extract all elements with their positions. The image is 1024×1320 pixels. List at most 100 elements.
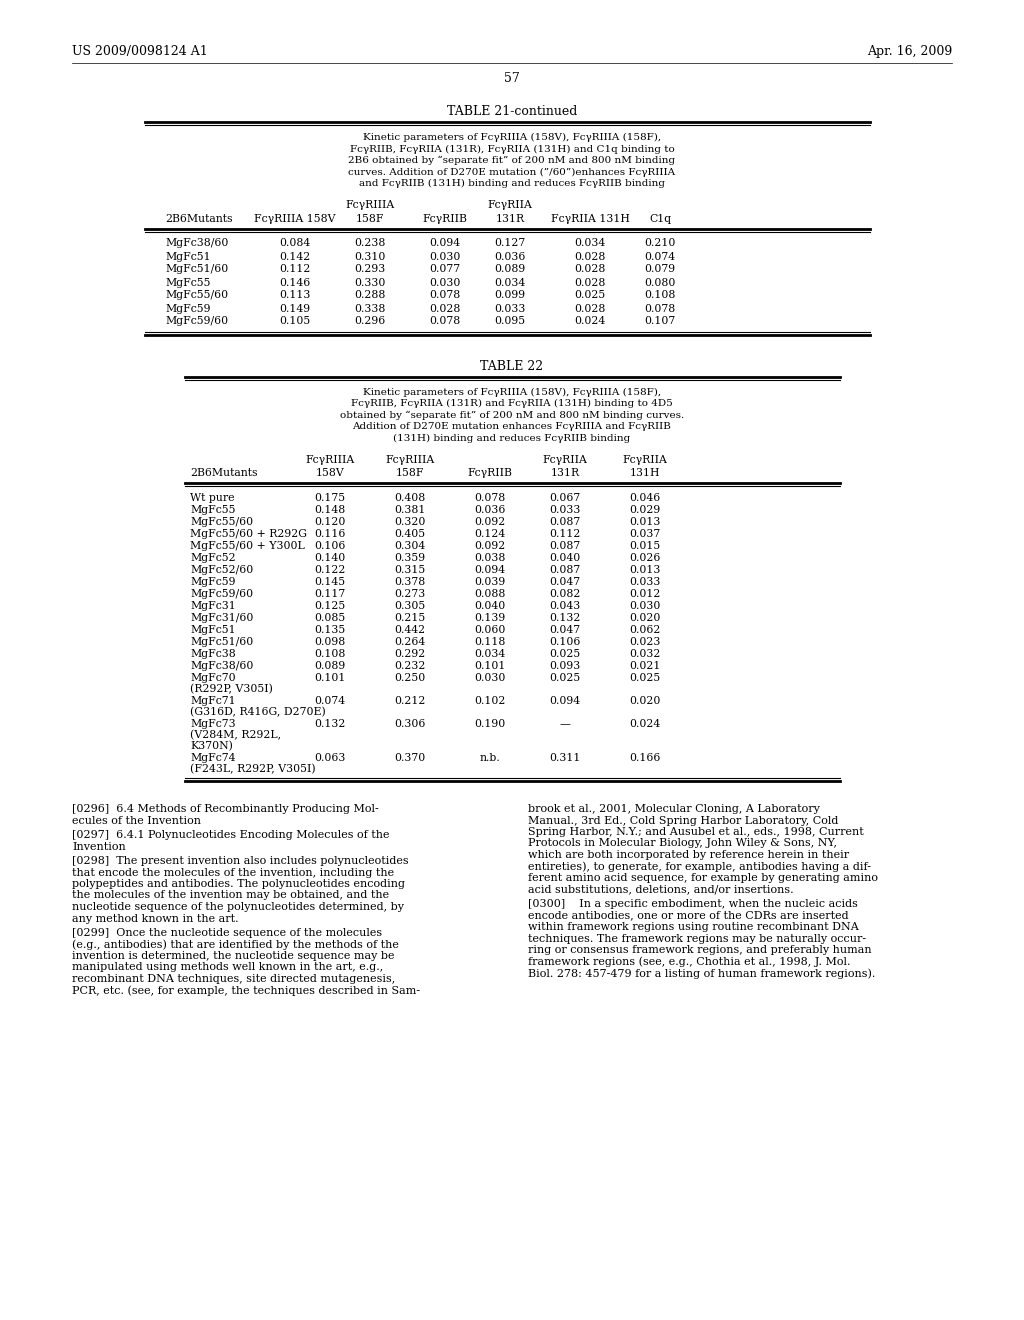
Text: 0.080: 0.080 <box>644 277 676 288</box>
Text: ring or consensus framework regions, and preferably human: ring or consensus framework regions, and… <box>528 945 871 954</box>
Text: MgFc74: MgFc74 <box>190 752 236 763</box>
Text: 0.034: 0.034 <box>474 649 506 659</box>
Text: [0296]  6.4 Methods of Recombinantly Producing Mol-: [0296] 6.4 Methods of Recombinantly Prod… <box>72 804 379 814</box>
Text: 0.062: 0.062 <box>630 624 660 635</box>
Text: FcγRIIA: FcγRIIA <box>543 455 588 465</box>
Text: 0.024: 0.024 <box>574 317 605 326</box>
Text: 0.120: 0.120 <box>314 517 346 527</box>
Text: MgFc38: MgFc38 <box>190 649 236 659</box>
Text: 0.378: 0.378 <box>394 577 426 587</box>
Text: 0.288: 0.288 <box>354 290 386 301</box>
Text: MgFc70: MgFc70 <box>190 673 236 682</box>
Text: 0.028: 0.028 <box>429 304 461 314</box>
Text: 0.029: 0.029 <box>630 506 660 515</box>
Text: 0.034: 0.034 <box>495 277 525 288</box>
Text: 0.028: 0.028 <box>574 304 605 314</box>
Text: 0.025: 0.025 <box>630 673 660 682</box>
Text: ecules of the Invention: ecules of the Invention <box>72 816 201 825</box>
Text: 0.036: 0.036 <box>495 252 525 261</box>
Text: 0.030: 0.030 <box>474 673 506 682</box>
Text: MgFc31: MgFc31 <box>190 601 236 611</box>
Text: 0.074: 0.074 <box>644 252 676 261</box>
Text: ferent amino acid sequence, for example by generating amino: ferent amino acid sequence, for example … <box>528 873 878 883</box>
Text: 0.148: 0.148 <box>314 506 346 515</box>
Text: 0.108: 0.108 <box>314 649 346 659</box>
Text: 0.330: 0.330 <box>354 277 386 288</box>
Text: 0.296: 0.296 <box>354 317 386 326</box>
Text: 0.106: 0.106 <box>549 638 581 647</box>
Text: 0.077: 0.077 <box>429 264 461 275</box>
Text: MgFc71: MgFc71 <box>190 696 236 706</box>
Text: 0.304: 0.304 <box>394 541 426 550</box>
Text: 0.024: 0.024 <box>630 719 660 729</box>
Text: 0.112: 0.112 <box>280 264 310 275</box>
Text: 0.232: 0.232 <box>394 661 426 671</box>
Text: [0297]  6.4.1 Polynucleotides Encoding Molecules of the: [0297] 6.4.1 Polynucleotides Encoding Mo… <box>72 830 389 840</box>
Text: [0300]    In a specific embodiment, when the nucleic acids: [0300] In a specific embodiment, when th… <box>528 899 858 909</box>
Text: FcγRIIIA: FcγRIIIA <box>385 455 434 465</box>
Text: obtained by “separate fit” of 200 nM and 800 nM binding curves.: obtained by “separate fit” of 200 nM and… <box>340 411 684 420</box>
Text: 0.106: 0.106 <box>314 541 346 550</box>
Text: FcγRIIA: FcγRIIA <box>623 455 668 465</box>
Text: 0.116: 0.116 <box>314 529 346 539</box>
Text: (R292P, V305I): (R292P, V305I) <box>190 684 272 694</box>
Text: 0.046: 0.046 <box>630 492 660 503</box>
Text: 0.370: 0.370 <box>394 752 426 763</box>
Text: the molecules of the invention may be obtained, and the: the molecules of the invention may be ob… <box>72 891 389 900</box>
Text: 0.094: 0.094 <box>429 239 461 248</box>
Text: 2B6Mutants: 2B6Mutants <box>190 469 257 478</box>
Text: 0.033: 0.033 <box>630 577 660 587</box>
Text: TABLE 21-continued: TABLE 21-continued <box>446 106 578 117</box>
Text: K370N): K370N) <box>190 741 232 751</box>
Text: 0.038: 0.038 <box>474 553 506 564</box>
Text: MgFc59: MgFc59 <box>190 577 236 587</box>
Text: 0.146: 0.146 <box>280 277 310 288</box>
Text: manipulated using methods well known in the art, e.g.,: manipulated using methods well known in … <box>72 962 383 973</box>
Text: FcγRIIIA: FcγRIIIA <box>305 455 354 465</box>
Text: 0.030: 0.030 <box>630 601 660 611</box>
Text: MgFc51: MgFc51 <box>165 252 211 261</box>
Text: 0.215: 0.215 <box>394 612 426 623</box>
Text: 0.078: 0.078 <box>429 290 461 301</box>
Text: MgFc55/60: MgFc55/60 <box>165 290 228 301</box>
Text: 0.094: 0.094 <box>474 565 506 576</box>
Text: 0.040: 0.040 <box>474 601 506 611</box>
Text: FcγRIIB, FcγRIIA (131R) and FcγRIIA (131H) binding to 4D5: FcγRIIB, FcγRIIA (131R) and FcγRIIA (131… <box>351 399 673 408</box>
Text: 0.099: 0.099 <box>495 290 525 301</box>
Text: 0.094: 0.094 <box>550 696 581 706</box>
Text: Kinetic parameters of FcγRIIIA (158V), FcγRIIIA (158F),: Kinetic parameters of FcγRIIIA (158V), F… <box>362 133 662 143</box>
Text: recombinant DNA techniques, site directed mutagenesis,: recombinant DNA techniques, site directe… <box>72 974 395 983</box>
Text: 0.033: 0.033 <box>549 506 581 515</box>
Text: 0.033: 0.033 <box>495 304 525 314</box>
Text: 0.306: 0.306 <box>394 719 426 729</box>
Text: —: — <box>559 719 570 729</box>
Text: 0.149: 0.149 <box>280 304 310 314</box>
Text: 0.088: 0.088 <box>474 589 506 599</box>
Text: 0.082: 0.082 <box>549 589 581 599</box>
Text: MgFc51/60: MgFc51/60 <box>165 264 228 275</box>
Text: 0.089: 0.089 <box>314 661 346 671</box>
Text: 0.145: 0.145 <box>314 577 345 587</box>
Text: Protocols in Molecular Biology, John Wiley & Sons, NY,: Protocols in Molecular Biology, John Wil… <box>528 838 837 849</box>
Text: within framework regions using routine recombinant DNA: within framework regions using routine r… <box>528 921 859 932</box>
Text: 0.028: 0.028 <box>574 277 605 288</box>
Text: 0.079: 0.079 <box>644 264 676 275</box>
Text: Kinetic parameters of FcγRIIIA (158V), FcγRIIIA (158F),: Kinetic parameters of FcγRIIIA (158V), F… <box>362 388 662 396</box>
Text: Spring Harbor, N.Y.; and Ausubel et al., eds., 1998, Current: Spring Harbor, N.Y.; and Ausubel et al.,… <box>528 828 864 837</box>
Text: (131H) binding and reduces FcγRIIB binding: (131H) binding and reduces FcγRIIB bindi… <box>393 433 631 442</box>
Text: invention is determined, the nucleotide sequence may be: invention is determined, the nucleotide … <box>72 950 394 961</box>
Text: MgFc51/60: MgFc51/60 <box>190 638 253 647</box>
Text: techniques. The framework regions may be naturally occur-: techniques. The framework regions may be… <box>528 933 866 944</box>
Text: 0.166: 0.166 <box>630 752 660 763</box>
Text: FcγRIIB, FcγRIIA (131R), FcγRIIA (131H) and C1q binding to: FcγRIIB, FcγRIIA (131R), FcγRIIA (131H) … <box>349 144 675 153</box>
Text: 0.315: 0.315 <box>394 565 426 576</box>
Text: any method known in the art.: any method known in the art. <box>72 913 239 924</box>
Text: encode antibodies, one or more of the CDRs are inserted: encode antibodies, one or more of the CD… <box>528 911 849 920</box>
Text: C1q: C1q <box>649 214 671 223</box>
Text: entireties), to generate, for example, antibodies having a dif-: entireties), to generate, for example, a… <box>528 862 871 873</box>
Text: 0.132: 0.132 <box>549 612 581 623</box>
Text: 0.273: 0.273 <box>394 589 426 599</box>
Text: 0.101: 0.101 <box>474 661 506 671</box>
Text: 158V: 158V <box>315 469 344 478</box>
Text: 0.030: 0.030 <box>429 277 461 288</box>
